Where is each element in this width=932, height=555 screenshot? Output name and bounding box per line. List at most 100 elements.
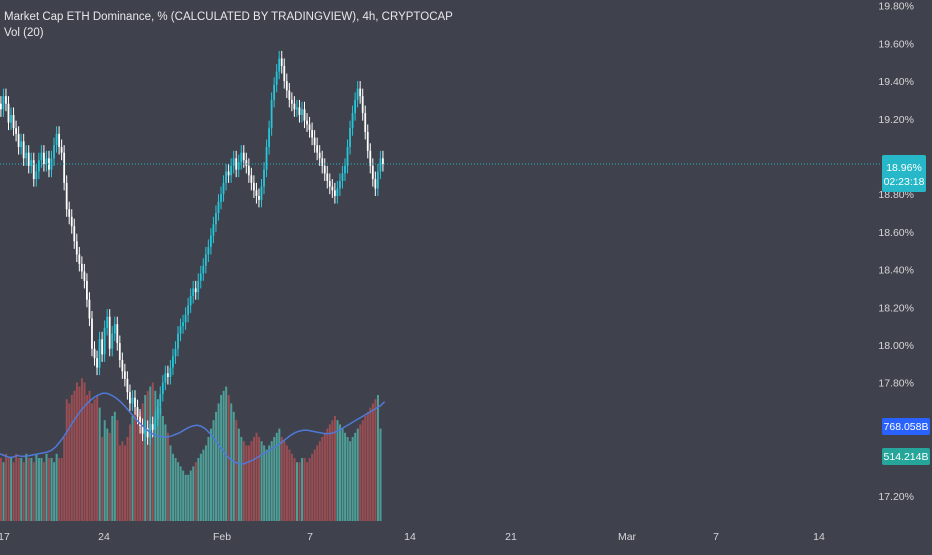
candle-body: [126, 378, 129, 393]
volume-bar: [313, 449, 316, 521]
volume-bar: [53, 462, 56, 521]
candle-body: [144, 427, 147, 434]
volume-bar: [113, 411, 116, 521]
volume-bar: [27, 458, 30, 521]
candle-body: [103, 327, 106, 355]
chart-title[interactable]: Market Cap ETH Dominance, % (CALCULATED …: [4, 11, 453, 23]
volume-bar: [60, 458, 63, 521]
volume-bar: [88, 390, 91, 521]
candle-body: [75, 241, 78, 255]
volume-bar: [37, 458, 40, 521]
volume-bar: [237, 428, 240, 521]
volume-bar: [273, 437, 276, 521]
candle-body: [283, 65, 286, 82]
candle-body: [382, 158, 384, 164]
candle-body: [344, 165, 346, 174]
candle-body: [113, 324, 116, 334]
candle-body: [177, 333, 179, 349]
candle-body: [65, 182, 68, 210]
volume-bar: [296, 462, 299, 521]
volume-bar: [346, 437, 349, 521]
volume-bar: [164, 424, 167, 521]
volume-bar: [278, 428, 281, 521]
volume-bar: [96, 395, 99, 521]
volume-bar: [169, 445, 172, 521]
candle-body: [328, 180, 331, 187]
candle-body: [121, 360, 124, 372]
candle-body: [215, 213, 217, 225]
volume-bar: [290, 453, 293, 521]
candle-body: [45, 158, 48, 164]
candle-body: [232, 158, 235, 166]
candle-body: [86, 280, 88, 300]
candle-body: [273, 84, 276, 100]
candle-body: [306, 120, 308, 125]
volume-bar: [318, 441, 321, 521]
volume-bar: [371, 403, 374, 521]
volume-bar: [306, 462, 309, 521]
volume-bar: [192, 466, 195, 521]
volume-bar: [275, 432, 278, 521]
volume-bar: [70, 395, 73, 521]
volume-bar: [222, 390, 225, 521]
volume-bar: [247, 445, 250, 521]
candle-body: [32, 160, 35, 180]
volume-bar: [235, 420, 238, 521]
volume-bar: [10, 458, 13, 521]
volume-bar: [303, 458, 306, 521]
volume-bar: [166, 432, 169, 521]
volume-bar: [328, 424, 331, 521]
candle-body: [98, 339, 101, 368]
volume-bar: [50, 458, 53, 521]
candle-body: [351, 113, 354, 129]
candle-body: [134, 397, 136, 408]
candle-body: [199, 273, 202, 281]
volume-bar: [179, 466, 182, 521]
y-tick-label: 19.40%: [878, 76, 914, 88]
volume-bar: [349, 441, 352, 521]
candle-body: [58, 133, 60, 148]
volume-bar: [351, 437, 354, 521]
candle-body: [285, 81, 288, 91]
volume-bar: [55, 453, 58, 521]
candle-body: [280, 58, 283, 66]
candle-layer: [0, 50, 384, 445]
candle-body: [35, 171, 38, 180]
candle-body: [247, 165, 250, 176]
candle-body: [5, 96, 7, 104]
time-axis[interactable]: 17 24 Feb 7 14 21 Mar 7 14: [0, 531, 825, 543]
volume-bar: [341, 428, 344, 521]
candle-body: [194, 288, 197, 293]
volume-bar: [40, 458, 43, 521]
candle-body: [37, 160, 40, 172]
candle-body: [118, 343, 121, 361]
x-tick-label: 24: [98, 531, 110, 543]
candle-body: [179, 326, 182, 334]
candle-body: [91, 318, 93, 349]
candle-body: [253, 182, 255, 191]
candle-body: [369, 150, 372, 166]
x-tick-label: 14: [404, 531, 416, 543]
price-axis[interactable]: 19.80% 19.60% 19.40% 19.20% 18.80% 18.60% 18.4…: [878, 1, 914, 503]
candle-body: [321, 158, 324, 166]
volume-bar: [83, 382, 86, 521]
candle-body: [10, 114, 12, 123]
volume-ma-tag: 768.058B: [882, 418, 930, 435]
candle-body: [151, 424, 154, 430]
volume-bar: [253, 437, 255, 521]
x-tick-label: 21: [505, 531, 517, 543]
candle-body: [331, 186, 334, 191]
candle-body: [197, 280, 200, 293]
candle-body: [108, 316, 111, 349]
last-price-value: 18.96%: [886, 162, 922, 174]
y-tick-label: 17.20%: [878, 491, 914, 503]
candle-body: [333, 190, 336, 197]
candle-body: [172, 356, 174, 368]
volume-bar: [98, 407, 101, 521]
candle-body: [88, 299, 91, 319]
candle-body: [184, 314, 187, 323]
volume-bar: [194, 462, 197, 521]
volume-bar: [215, 411, 218, 521]
volume-indicator-label[interactable]: Vol (20): [4, 27, 44, 39]
